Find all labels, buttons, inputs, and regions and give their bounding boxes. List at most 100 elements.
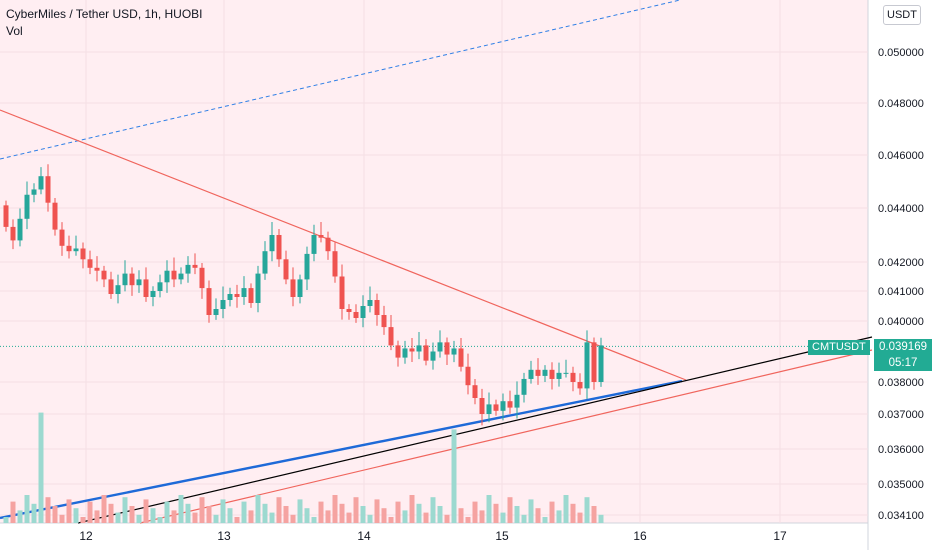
price-axis[interactable]: 0.034100 0.035000 0.036000 0.037000 0.038000…	[878, 47, 924, 522]
candle-24	[171, 257, 177, 288]
candle-body-51	[360, 306, 366, 318]
candle-body-68	[479, 398, 485, 414]
candle-2	[17, 208, 23, 247]
candle-body-1	[10, 226, 16, 241]
candle-body-63	[444, 342, 450, 355]
candle-body-72	[507, 401, 513, 408]
volume-bar-15	[108, 503, 114, 523]
time-axis[interactable]: 12 13 14 15 16 17	[79, 529, 787, 543]
price-tick-11: 0.050000	[878, 47, 924, 59]
currency-label[interactable]: USDT	[883, 5, 921, 25]
legend-title: CyberMiles / Tether USD, 1h, HUOBI	[6, 7, 203, 21]
volume-bar-25	[178, 495, 184, 523]
candle-40	[283, 250, 289, 285]
candle-body-77	[542, 369, 548, 376]
volume-bar-28	[199, 497, 205, 523]
volume-bar-75	[528, 499, 534, 523]
volume-bar-48	[339, 503, 345, 523]
candle-82	[577, 373, 583, 395]
candle-body-0	[3, 205, 9, 227]
volume-bar-58	[409, 495, 415, 523]
price-tick-3: 0.037000	[878, 409, 924, 421]
time-tick-5: 17	[773, 529, 787, 543]
candle-body-21	[150, 291, 156, 297]
candle-75	[528, 360, 534, 384]
volume-bar-45	[318, 501, 324, 523]
volume-bar-61	[430, 497, 436, 523]
candle-body-50	[353, 312, 359, 318]
candle-74	[521, 372, 527, 403]
candle-body-66	[465, 366, 471, 386]
candle-17	[122, 260, 128, 292]
volume-bar-26	[185, 503, 191, 523]
candle-45	[318, 221, 324, 243]
volume-bar-82	[577, 512, 583, 523]
candle-body-13	[94, 267, 100, 271]
candle-61	[430, 342, 436, 370]
candle-77	[542, 365, 548, 382]
volume-bar-2	[17, 510, 23, 523]
volume-bar-78	[549, 501, 555, 523]
candle-body-9	[66, 245, 72, 252]
candle-85	[598, 337, 604, 387]
candle-76	[535, 358, 541, 385]
volume-bar-77	[542, 517, 548, 523]
time-tick-4: 16	[633, 529, 647, 543]
candle-25	[178, 267, 184, 285]
candle-18	[129, 267, 135, 296]
candle-16	[115, 274, 121, 304]
candle-body-18	[129, 273, 135, 286]
volume-bar-24	[171, 510, 177, 523]
candle-body-54	[381, 315, 387, 328]
candle-15	[108, 271, 114, 299]
candle-body-78	[549, 369, 555, 379]
candle-80	[563, 359, 569, 378]
candle-body-11	[80, 248, 86, 260]
candle-84	[591, 337, 597, 390]
candle-body-84	[591, 342, 597, 382]
last-price-badge: 0.039169 05:17	[874, 339, 932, 371]
volume-bar-84	[591, 506, 597, 523]
candle-body-60	[423, 345, 429, 361]
resistance-line	[0, 109, 687, 381]
volume-bar-47	[332, 495, 338, 523]
candle-body-59	[416, 345, 422, 352]
price-tick-5: 0.040000	[878, 316, 924, 328]
candle-body-12	[87, 259, 93, 268]
volume-bar-16	[115, 512, 121, 523]
volume-bar-12	[87, 501, 93, 523]
volume-bar-40	[283, 506, 289, 523]
chart-legend: CyberMiles / Tether USD, 1h, HUOBI Vol	[6, 6, 203, 40]
volume-bar-83	[584, 497, 590, 523]
volume-bar-67	[472, 501, 478, 523]
candle-14	[101, 265, 107, 288]
volume-bar-56	[395, 501, 401, 523]
candle-42	[297, 274, 303, 304]
candle-body-83	[584, 342, 590, 389]
candle-21	[150, 286, 156, 307]
volume-bar-53	[374, 499, 380, 523]
volume-bar-39	[276, 497, 282, 523]
candle-body-70	[493, 404, 499, 411]
candle-body-20	[143, 279, 149, 297]
candle-71	[500, 393, 506, 421]
candle-39	[276, 228, 282, 267]
candle-23	[164, 260, 170, 293]
volume-bar-46	[325, 510, 331, 523]
candle-34	[241, 276, 247, 305]
candle-20	[143, 267, 149, 302]
candle-body-33	[234, 294, 240, 297]
candle-72	[507, 390, 513, 414]
volume-bar-60	[423, 512, 429, 523]
candle-56	[395, 340, 401, 367]
candle-body-27	[192, 264, 198, 268]
candle-64	[451, 340, 457, 363]
volume-bar-49	[346, 512, 352, 523]
candle-12	[87, 250, 93, 275]
candle-66	[465, 353, 471, 395]
volume-bar-55	[388, 517, 394, 523]
candle-63	[444, 337, 450, 365]
volume-bar-80	[563, 495, 569, 523]
